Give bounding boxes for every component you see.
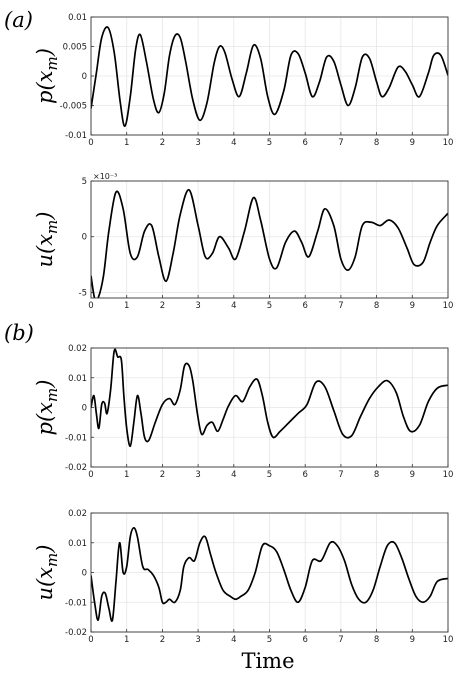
x-tick-label: 6	[302, 470, 307, 480]
x-tick-label: 7	[338, 635, 343, 645]
x-tick-label: 4	[231, 470, 236, 480]
x-tick-label: 3	[195, 138, 200, 148]
y-tick-label: -0.02	[65, 463, 87, 473]
x-tick-label: 9	[410, 635, 415, 645]
x-tick-label: 4	[231, 301, 236, 311]
x-tick-label: 9	[410, 138, 415, 148]
series-line	[91, 26, 448, 128]
x-tick-label: 8	[374, 470, 379, 480]
x-tick-label: 3	[195, 635, 200, 645]
x-tick-label: 2	[160, 635, 165, 645]
axes-frame	[90, 16, 449, 136]
y-tick-label: 5	[82, 177, 87, 187]
x-tick-label: 1	[124, 470, 129, 480]
axes-frame	[90, 180, 449, 299]
y-axis-label: p(xm)	[33, 48, 61, 104]
series-line	[91, 189, 448, 298]
y-tick-label: 0.005	[63, 43, 87, 53]
x-tick-label: 4	[231, 635, 236, 645]
y-tick-label: 0.01	[68, 13, 87, 23]
series-line	[91, 348, 448, 448]
y-tick-label: -0.01	[65, 433, 87, 443]
chart-panel-1: 0 1 2 3 4 5 6 7 8 9 10 0.01 0.005 0 -0.005 -0.01 p(xm)	[33, 13, 453, 148]
x-tick-label: 1	[124, 301, 129, 311]
y-tick-label: 0.01	[68, 539, 87, 549]
y-tick-label: 0	[82, 233, 87, 243]
x-tick-label: 0	[88, 301, 93, 311]
series-line	[91, 527, 448, 622]
x-tick-label: 8	[374, 301, 379, 311]
x-tick-label: 7	[338, 138, 343, 148]
x-tick-label: 7	[338, 301, 343, 311]
x-tick-label: 1	[124, 138, 129, 148]
x-tick-label: 2	[160, 138, 165, 148]
x-tick-label: 10	[443, 470, 454, 480]
axes-frame	[90, 512, 449, 633]
chart-panel-3: 0 1 2 3 4 5 6 7 8 9 10 0.02 0.01 0 -0.01 -0.02 p(xm)	[33, 344, 453, 480]
x-tick-label: 1	[124, 635, 129, 645]
x-tick-label: 0	[88, 470, 93, 480]
x-tick-label: 6	[302, 635, 307, 645]
x-tick-label: 3	[195, 301, 200, 311]
y-tick-label: 0	[82, 72, 87, 82]
x-tick-label: 5	[267, 301, 272, 311]
y-tick-label: -0.01	[65, 598, 87, 608]
x-tick-label: 0	[88, 635, 93, 645]
x-tick-label: 8	[374, 635, 379, 645]
x-tick-label: 4	[231, 138, 236, 148]
x-tick-label: 10	[443, 635, 454, 645]
panel-label-b: (b)	[4, 321, 34, 345]
x-tick-label: 6	[302, 301, 307, 311]
y-tick-label: 0	[82, 569, 87, 579]
x-tick-label: 10	[443, 138, 454, 148]
y-tick-label: -0.005	[60, 102, 87, 112]
y-tick-label: -0.02	[65, 628, 87, 638]
y-tick-label: 0.01	[68, 374, 87, 384]
y-tick-label: -5	[79, 288, 87, 298]
axes-frame	[90, 347, 449, 468]
x-tick-label: 5	[267, 138, 272, 148]
y-tick-label: 0.02	[68, 509, 87, 519]
x-tick-label: 0	[88, 138, 93, 148]
x-tick-label: 5	[267, 470, 272, 480]
panel-label-a: (a)	[4, 8, 33, 32]
x-tick-label: 7	[338, 470, 343, 480]
y-tick-label: 0.02	[68, 344, 87, 354]
x-tick-label: 2	[160, 470, 165, 480]
x-tick-label: 9	[410, 301, 415, 311]
x-tick-label: 9	[410, 470, 415, 480]
x-tick-label: 6	[302, 138, 307, 148]
y-axis-label: p(xm)	[33, 380, 61, 436]
y-tick-label: 0	[82, 404, 87, 414]
y-tick-label: -0.01	[65, 131, 87, 141]
y-exponent-label: ×10⁻³	[93, 172, 117, 181]
x-axis-label-time: Time	[241, 649, 294, 673]
x-tick-label: 8	[374, 138, 379, 148]
chart-panel-4: 0 1 2 3 4 5 6 7 8 9 10 0.02 0.01 0 -0.01 -0.02 u(xm)	[33, 509, 453, 645]
x-tick-label: 3	[195, 470, 200, 480]
y-axis-label: u(xm)	[33, 545, 61, 601]
x-tick-label: 5	[267, 635, 272, 645]
y-axis-label: u(xm)	[33, 212, 61, 268]
x-tick-label: 2	[160, 301, 165, 311]
x-tick-label: 10	[443, 301, 454, 311]
